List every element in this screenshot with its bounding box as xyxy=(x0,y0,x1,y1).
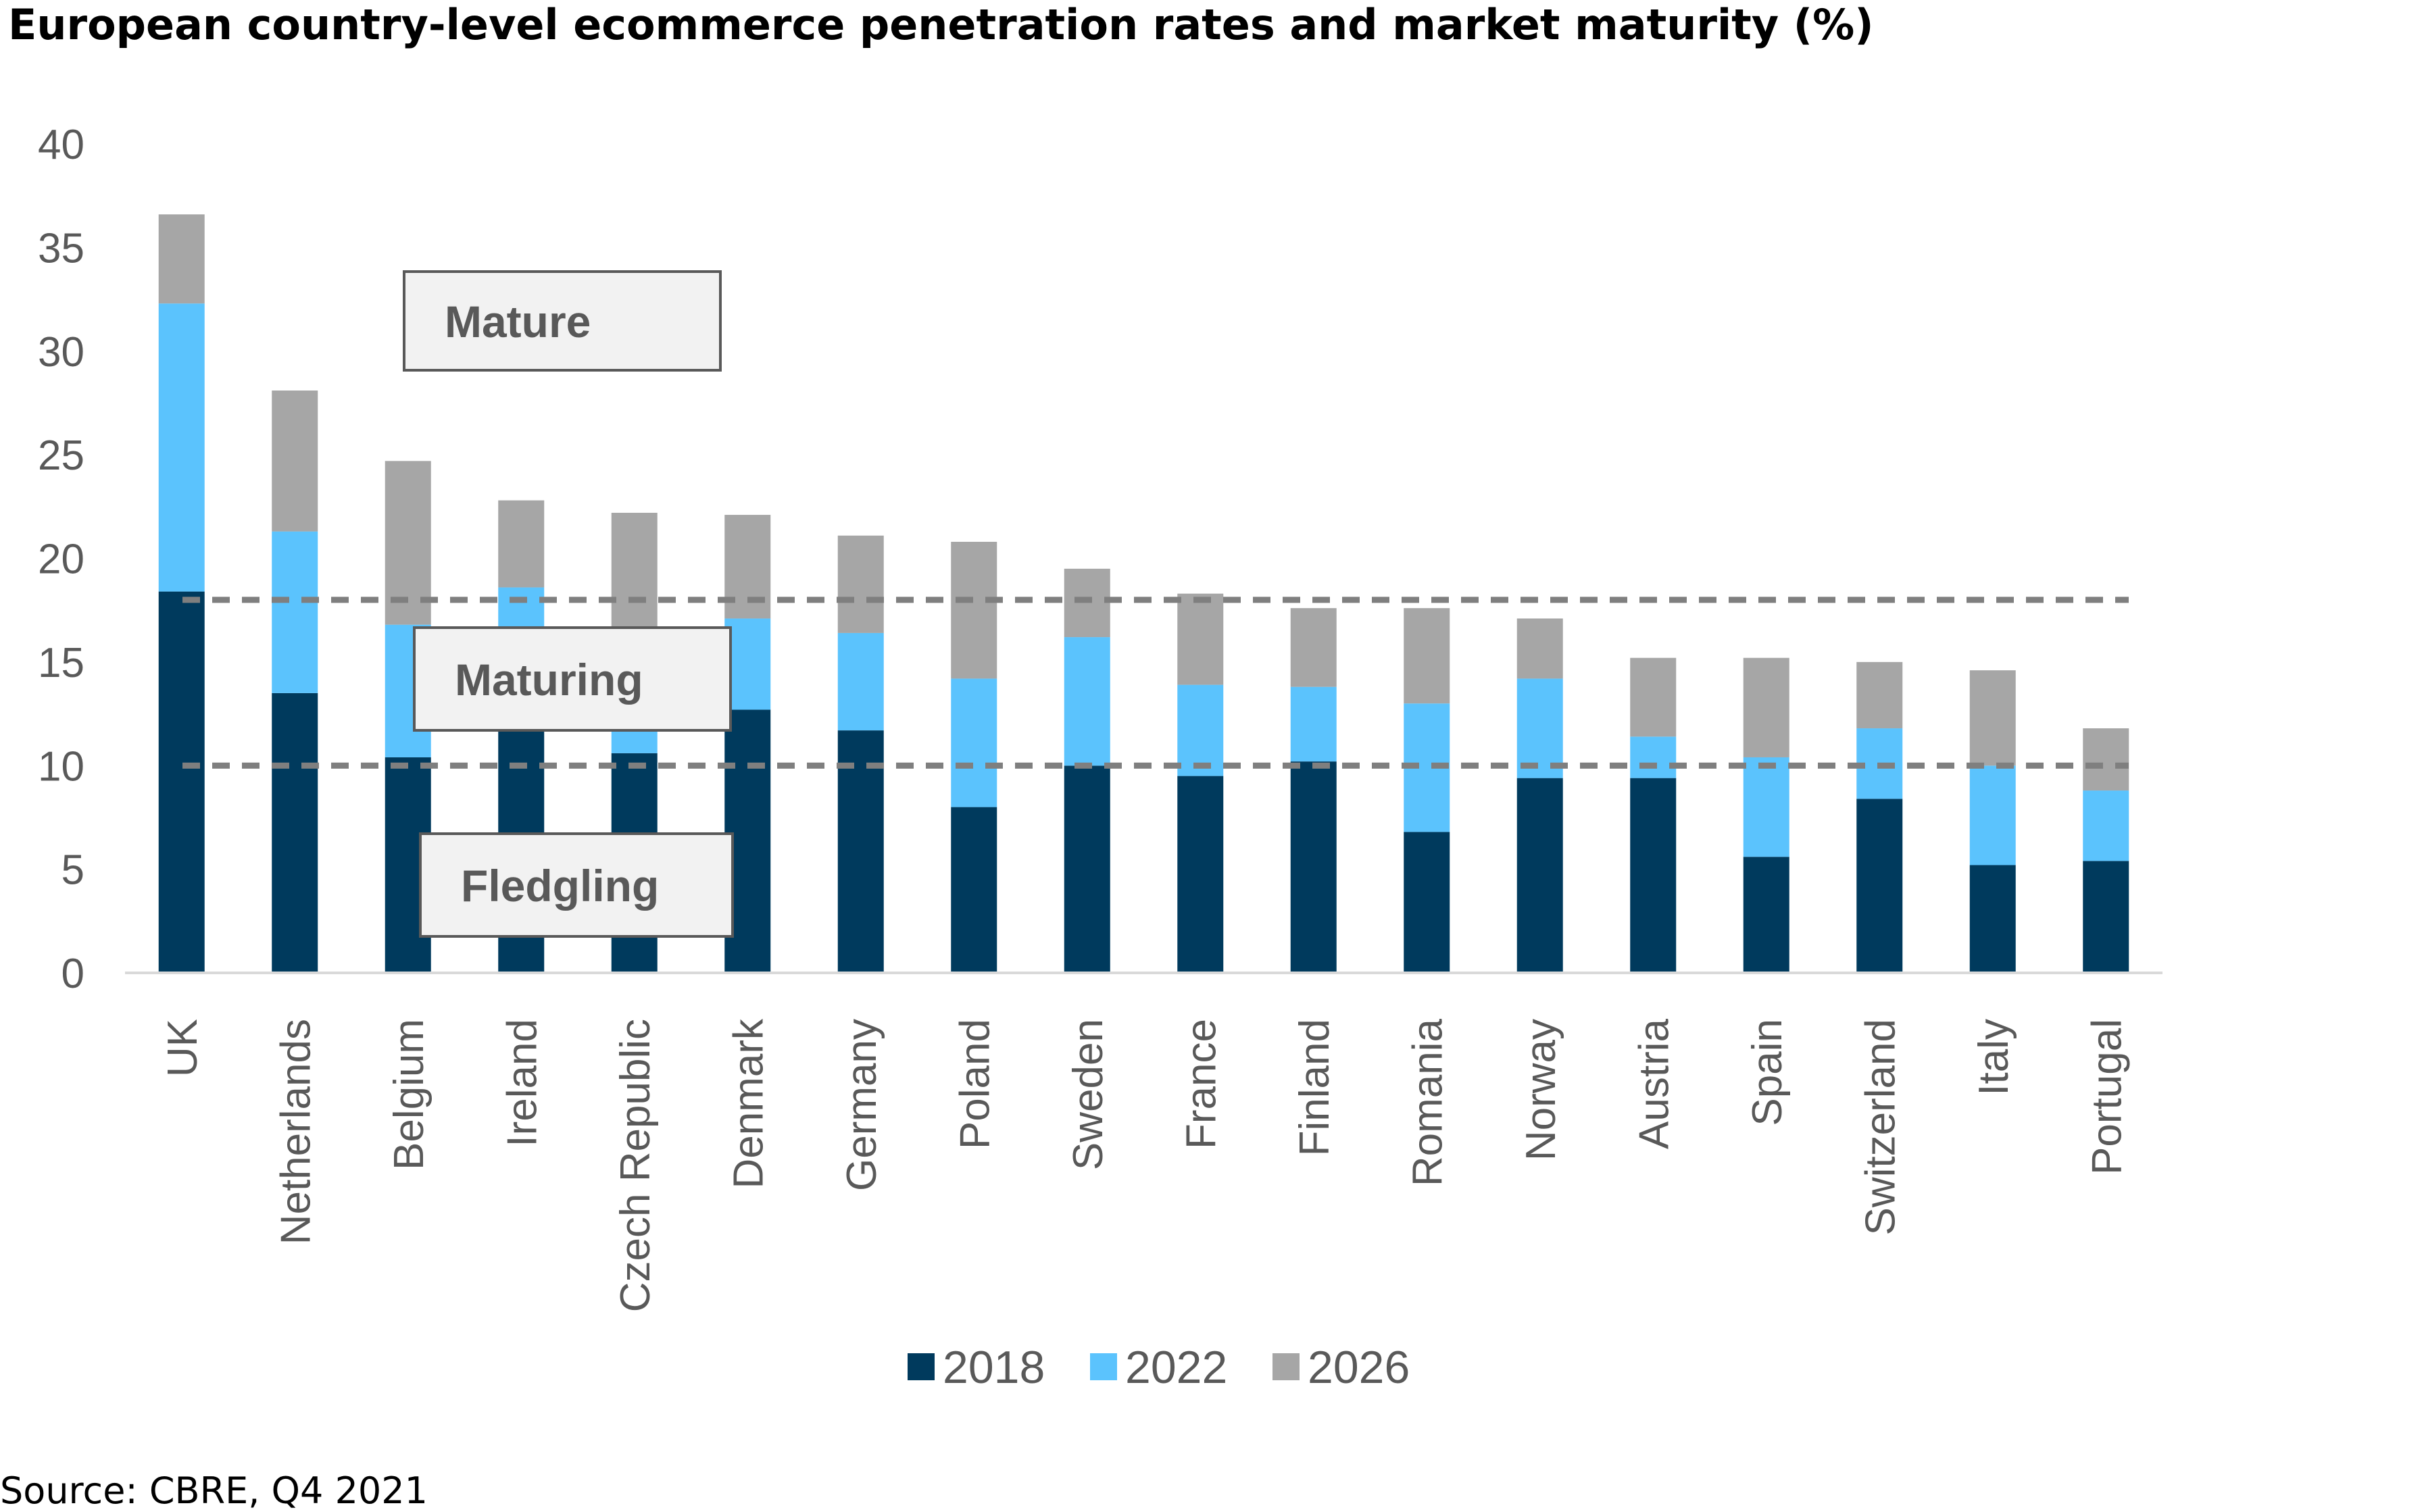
bar-2022 xyxy=(272,531,318,693)
chart-title: European country-level ecommerce penetra… xyxy=(8,0,1874,49)
bar-2022 xyxy=(158,303,205,592)
category-label: Sweden xyxy=(1065,1019,1112,1170)
category-label: Czech Republic xyxy=(612,1019,659,1312)
bar-2022 xyxy=(1064,637,1110,766)
bar-2022 xyxy=(1969,765,2016,865)
bar-2018 xyxy=(272,692,318,973)
bar-2022 xyxy=(1516,678,1563,778)
category-label: Norway xyxy=(1518,1019,1564,1161)
bar-2022 xyxy=(1743,757,1789,857)
category-label: Austria xyxy=(1631,1018,1677,1149)
legend-label: 2022 xyxy=(1125,1342,1227,1393)
maturity-zones: Mature Maturing Fledgling xyxy=(403,270,734,938)
legend: 2018 2022 2026 xyxy=(908,1342,1410,1393)
bar-2018 xyxy=(1404,832,1450,973)
bar-2026 xyxy=(724,515,771,619)
bar-2026 xyxy=(158,214,205,304)
threshold-lines xyxy=(182,597,2129,769)
bar-2018 xyxy=(951,807,997,973)
category-label: Spain xyxy=(1744,1019,1791,1126)
category-labels: UK Netherlands Belgium Ireland Czech Republi… xyxy=(159,1018,2131,1312)
y-axis: 0 5 10 15 20 25 30 35 40 xyxy=(38,122,84,997)
category-label: Germany xyxy=(839,1019,885,1191)
zone-label: Maturing xyxy=(455,655,643,705)
category-label: Denmark xyxy=(725,1018,772,1189)
y-tick-label: 15 xyxy=(38,640,84,686)
bar-2026 xyxy=(1404,608,1450,704)
bar-2022 xyxy=(951,678,997,807)
bar-2022 xyxy=(724,618,771,710)
bar-2018 xyxy=(1743,857,1789,973)
y-tick-label: 35 xyxy=(38,225,84,272)
category-label: UK xyxy=(159,1019,206,1077)
bar-2026 xyxy=(1630,657,1677,737)
bar-2018 xyxy=(1290,761,1337,973)
bar-2026 xyxy=(1969,670,2016,766)
bar-2026 xyxy=(1743,657,1789,757)
bar-2026 xyxy=(498,500,545,588)
y-tick-label: 5 xyxy=(61,847,84,894)
bar-2018 xyxy=(1969,865,2016,973)
bar-2026 xyxy=(1064,568,1110,638)
bar-2018 xyxy=(1856,799,1903,973)
bar-2026 xyxy=(1516,618,1563,679)
legend-swatch-2026 xyxy=(1272,1353,1300,1380)
zone-box-fledgling xyxy=(419,832,734,938)
zone-label: Mature xyxy=(445,297,591,347)
bar-2022 xyxy=(1290,686,1337,762)
category-label: Netherlands xyxy=(272,1019,319,1244)
bar-2022 xyxy=(1630,736,1677,778)
category-label: Poland xyxy=(952,1019,998,1149)
bar-2018 xyxy=(2083,861,2129,973)
y-tick-label: 30 xyxy=(38,329,84,376)
bars xyxy=(158,214,2129,973)
zone-box-maturing xyxy=(413,626,732,732)
category-label: Portugal xyxy=(2083,1019,2130,1175)
bar-2022 xyxy=(1177,684,1224,776)
bar-2018 xyxy=(1630,778,1677,973)
zone-box-mature xyxy=(403,270,722,372)
bar-2026 xyxy=(837,535,884,633)
category-label: Italy xyxy=(1971,1019,2017,1096)
bar-2026 xyxy=(2083,728,2129,791)
category-label: Finland xyxy=(1291,1019,1338,1156)
bar-2018 xyxy=(1064,765,1110,973)
y-tick-label: 0 xyxy=(61,951,84,997)
legend-swatch-2018 xyxy=(908,1353,935,1380)
y-tick-label: 40 xyxy=(38,122,84,168)
legend-label: 2026 xyxy=(1308,1342,1410,1393)
y-tick-label: 10 xyxy=(38,743,84,790)
bar-2026 xyxy=(272,390,318,532)
bar-2022 xyxy=(2083,790,2129,861)
bar-2026 xyxy=(1177,593,1224,685)
source-note: Source: CBRE, Q4 2021 xyxy=(0,1469,428,1512)
bar-2022 xyxy=(837,632,884,731)
y-tick-label: 25 xyxy=(38,432,84,479)
legend-label: 2018 xyxy=(943,1342,1045,1393)
bar-2026 xyxy=(951,541,997,679)
category-label: Belgium xyxy=(386,1019,432,1170)
bar-2018 xyxy=(837,730,884,973)
bar-2018 xyxy=(158,591,205,973)
bar-2026 xyxy=(1856,661,1903,729)
y-tick-label: 20 xyxy=(38,536,84,583)
category-label: Switzerland xyxy=(1857,1019,1904,1235)
bar-2018 xyxy=(1177,776,1224,973)
bar-2018 xyxy=(1516,778,1563,973)
category-label: Romania xyxy=(1404,1018,1451,1186)
category-label: France xyxy=(1178,1019,1225,1149)
zone-label: Fledgling xyxy=(461,861,659,911)
bar-2026 xyxy=(1290,608,1337,687)
legend-swatch-2022 xyxy=(1090,1353,1117,1380)
category-label: Ireland xyxy=(499,1019,545,1147)
